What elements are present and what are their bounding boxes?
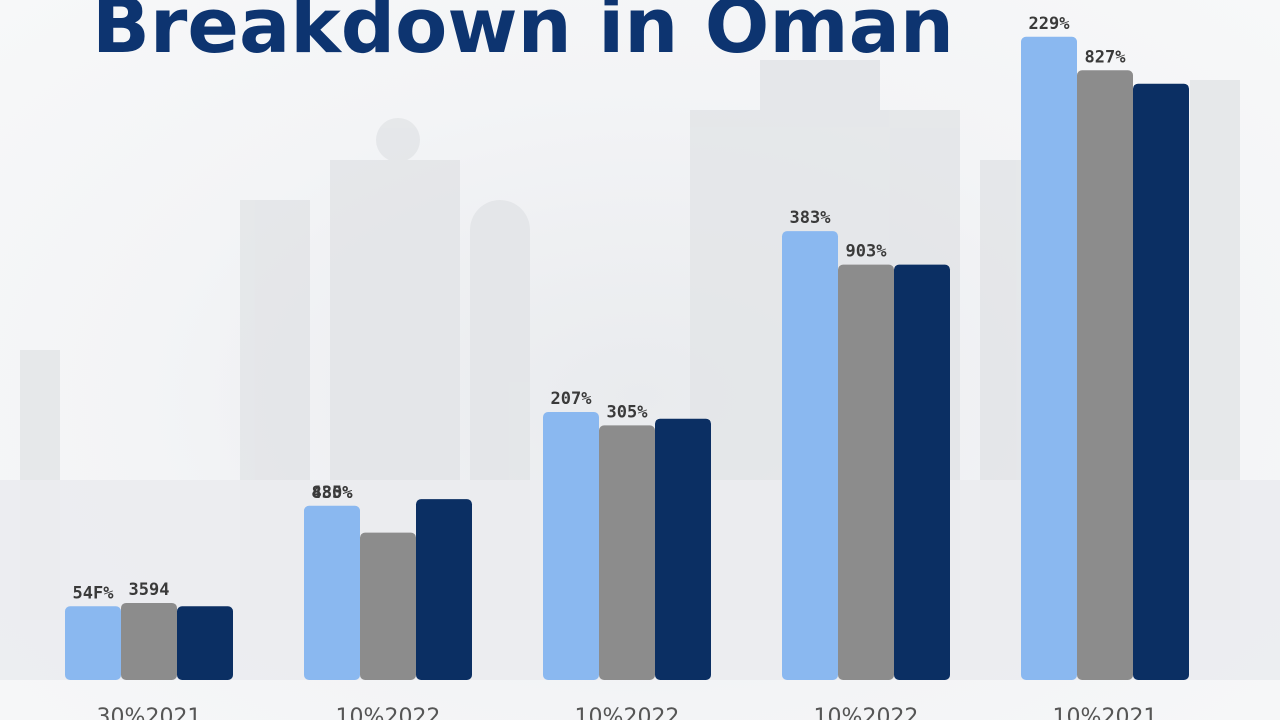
bar-series-1-2 [304, 505, 360, 680]
bar-data-label: 3594 [129, 580, 170, 600]
bar-data-label: 54F% [73, 583, 115, 603]
bar-series-2-3 [599, 425, 655, 680]
bar-series-2-5 [1077, 70, 1133, 681]
bar-series-3-5 [1133, 83, 1189, 680]
bar-data-label: 903% [846, 242, 888, 262]
category-label: 10%2021 [1053, 705, 1158, 720]
bar-series-1-4 [782, 231, 838, 680]
category-label: 10%2022 [336, 705, 441, 720]
chart-title: Breakdown in Oman [92, 0, 954, 70]
bar-data-label: 827% [1085, 47, 1127, 67]
bar-data-label: 835% [312, 483, 354, 503]
category-label: 10%2022 [814, 705, 919, 720]
bar-data-label: 480% [312, 483, 354, 503]
bar-data-label: 207% [551, 389, 593, 409]
bar-series-3-1 [177, 606, 233, 680]
category-label: 30%2021 [97, 705, 202, 720]
bar-data-label: 383% [790, 208, 832, 228]
bar-series-2-1 [121, 602, 177, 680]
bar-series-3-3 [655, 418, 711, 680]
bar-series-2-2 [360, 532, 416, 680]
bar-data-label: 229% [1029, 14, 1071, 34]
bar-series-2-4 [838, 264, 894, 680]
bar-series-1-3 [543, 412, 599, 680]
category-label: 10%2022 [575, 705, 680, 720]
bar-data-label: 305% [607, 402, 649, 422]
bar-series-1-5 [1021, 36, 1077, 681]
bar-series-3-4 [894, 264, 950, 680]
bar-series-3-2 [416, 499, 472, 680]
bar-series-1-1 [65, 606, 121, 680]
